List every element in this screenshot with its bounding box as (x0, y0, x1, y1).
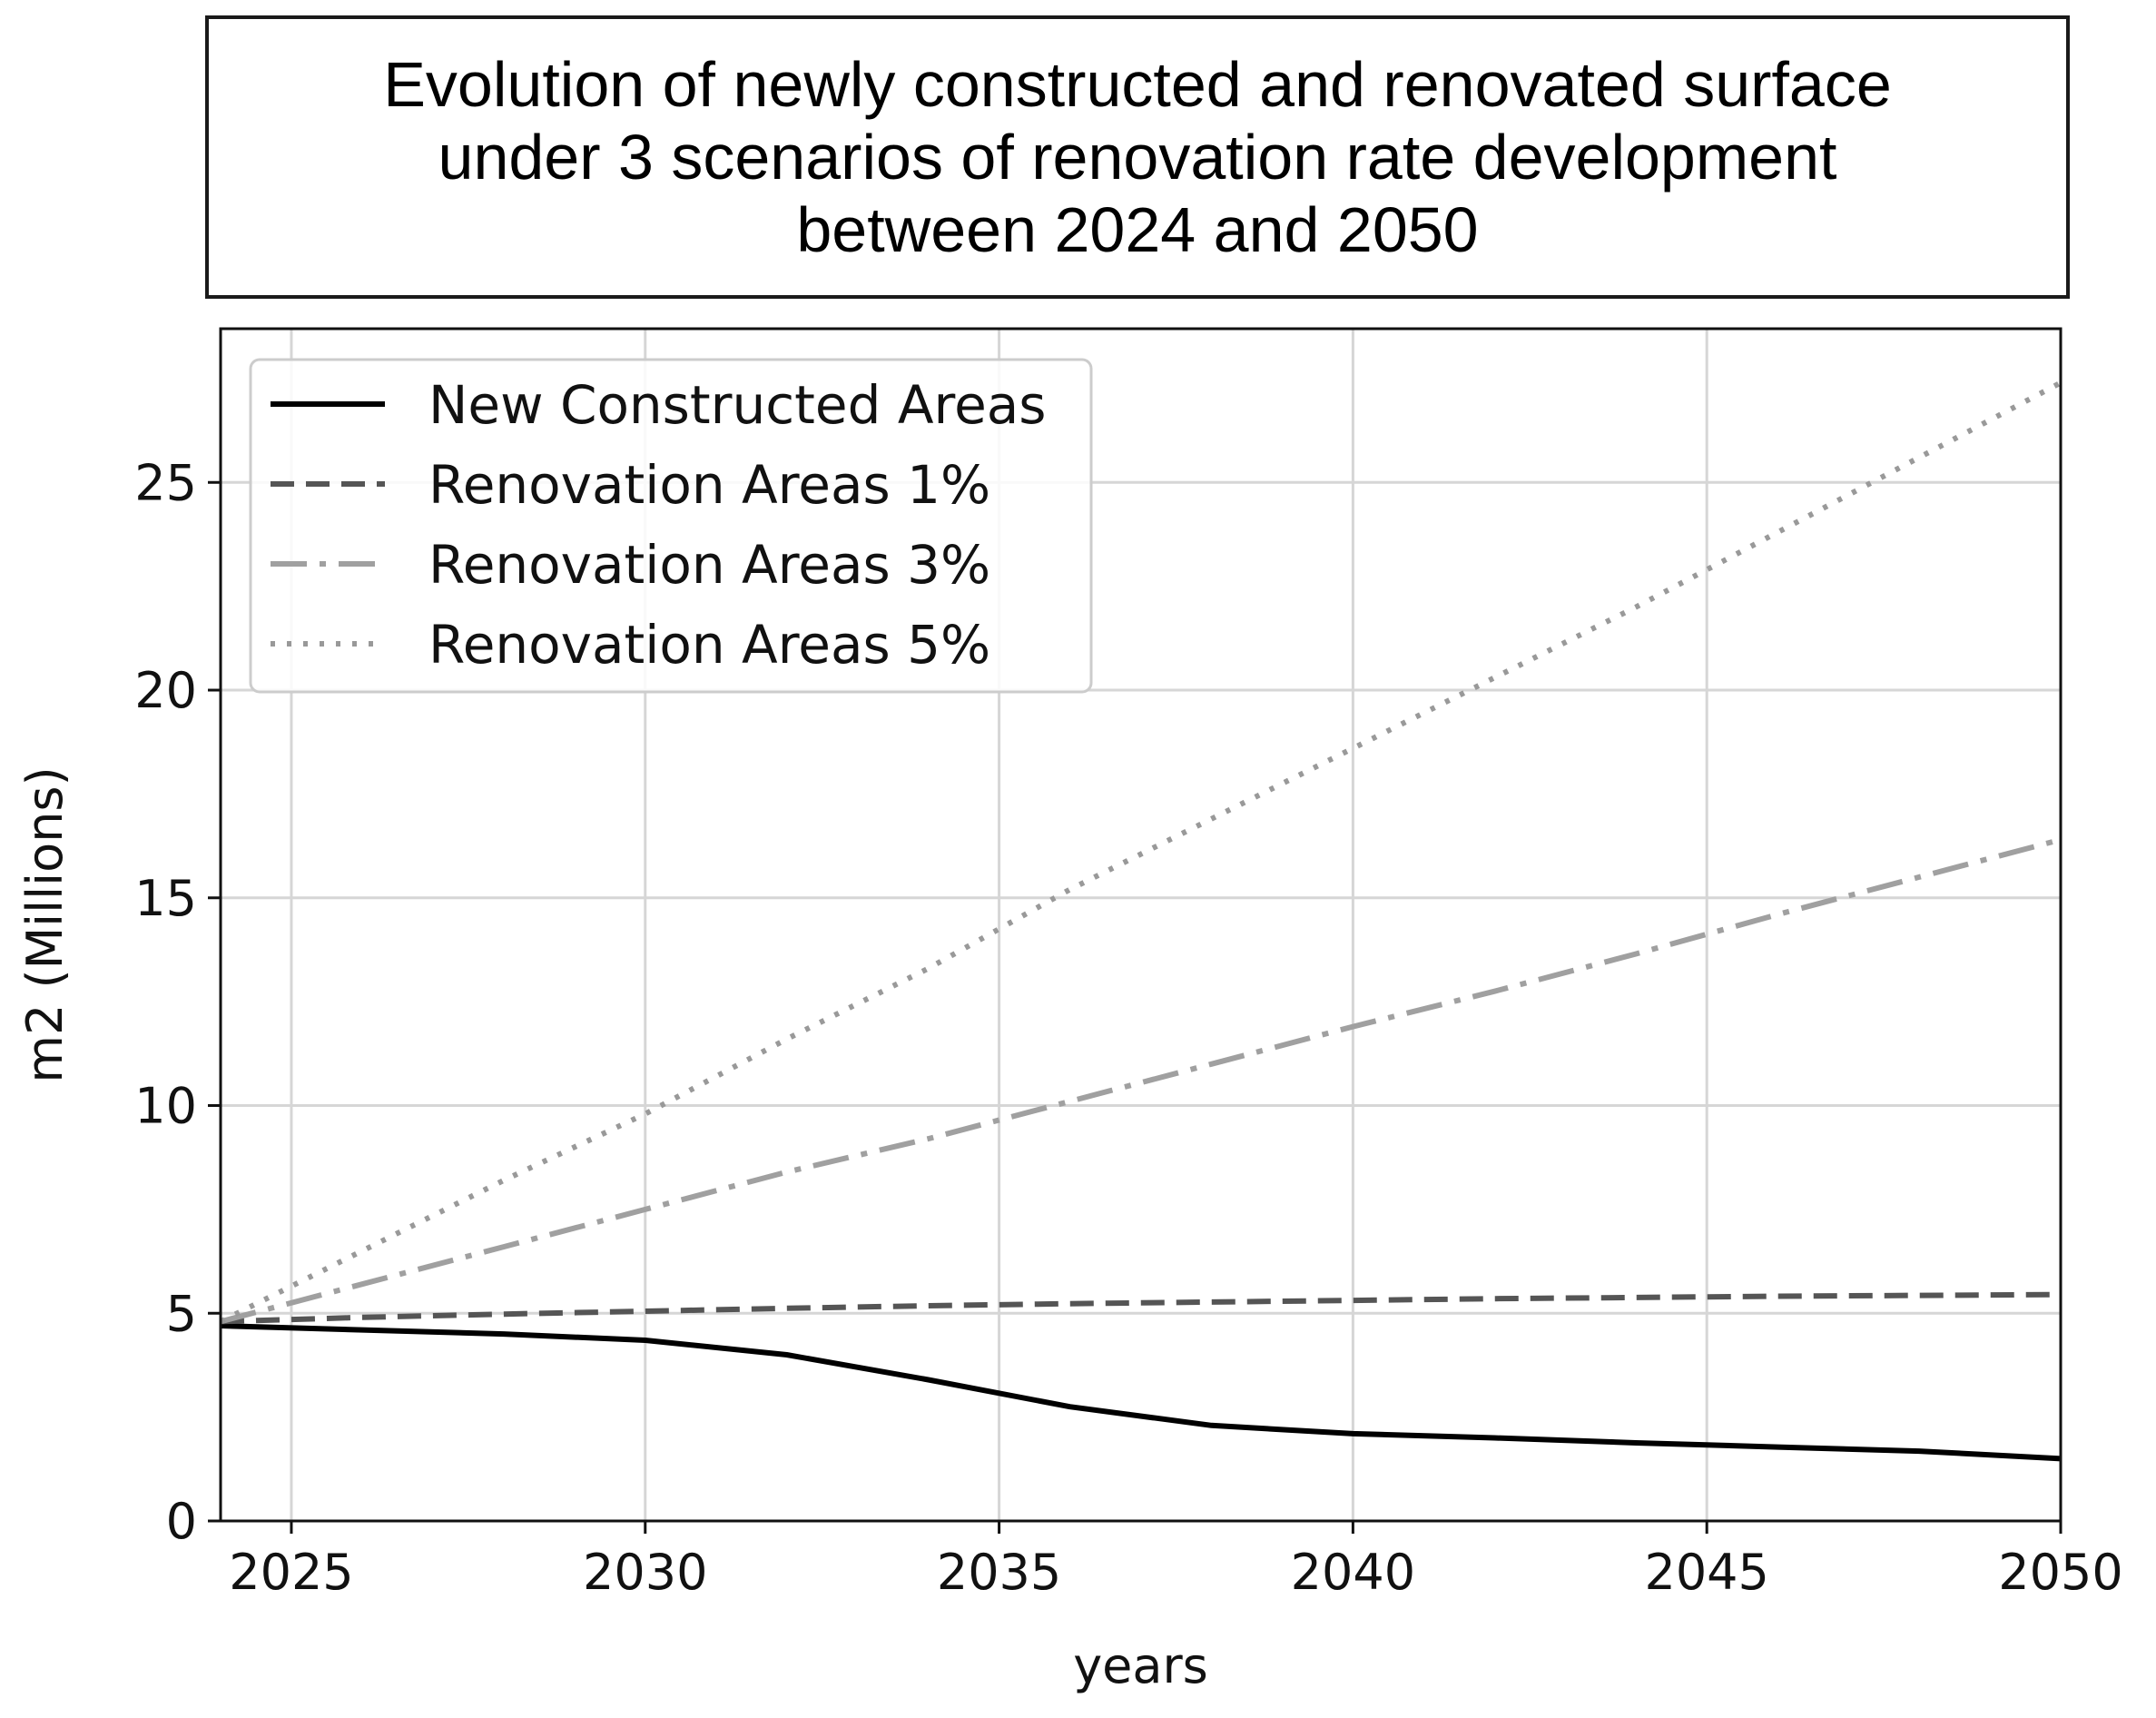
y-tick-label: 5 (166, 1285, 197, 1342)
series-group (219, 380, 2062, 1462)
series-line-3 (220, 836, 2062, 1325)
plot-frame (219, 327, 2062, 1523)
legend-label-2: Renovation Areas 1% (428, 454, 990, 516)
x-axis-label: years (1073, 1637, 1208, 1694)
x-tick-label: 2050 (1998, 1544, 2122, 1601)
chart-title-line-2: under 3 scenarios of renovation rate dev… (438, 122, 1837, 193)
y-axis-label: m2 (Millions) (16, 766, 74, 1082)
x-tick-label: 2035 (937, 1544, 1061, 1601)
chart-title-line-1: Evolution of newly constructed and renov… (383, 49, 1892, 120)
legend-frame (249, 358, 1093, 694)
y-tick-label: 15 (134, 870, 197, 927)
x-tick-label: 2040 (1291, 1544, 1415, 1601)
x-tick-label: 2030 (583, 1544, 707, 1601)
x-tick-label: 2045 (1644, 1544, 1768, 1601)
legend: New Constructed Areas Renovation Areas 1%… (249, 358, 1093, 694)
legend-label-3: Renovation Areas 3% (428, 534, 990, 596)
series-line-1 (220, 1323, 2062, 1462)
series-line-4 (219, 380, 2062, 1325)
y-tick-label: 0 (166, 1493, 197, 1550)
legend-label-1: New Constructed Areas (428, 374, 1047, 436)
chart-title: Evolution of newly constructed and renov… (205, 15, 2070, 299)
x-tick-label: 2025 (229, 1544, 353, 1601)
series-line-2 (220, 1291, 2062, 1325)
y-tick-label: 10 (134, 1078, 197, 1135)
chart-title-line-3: between 2024 and 2050 (796, 194, 1479, 265)
legend-label-4: Renovation Areas 5% (428, 614, 990, 676)
y-tick-label: 20 (134, 662, 197, 719)
y-tick-label: 25 (134, 454, 197, 511)
